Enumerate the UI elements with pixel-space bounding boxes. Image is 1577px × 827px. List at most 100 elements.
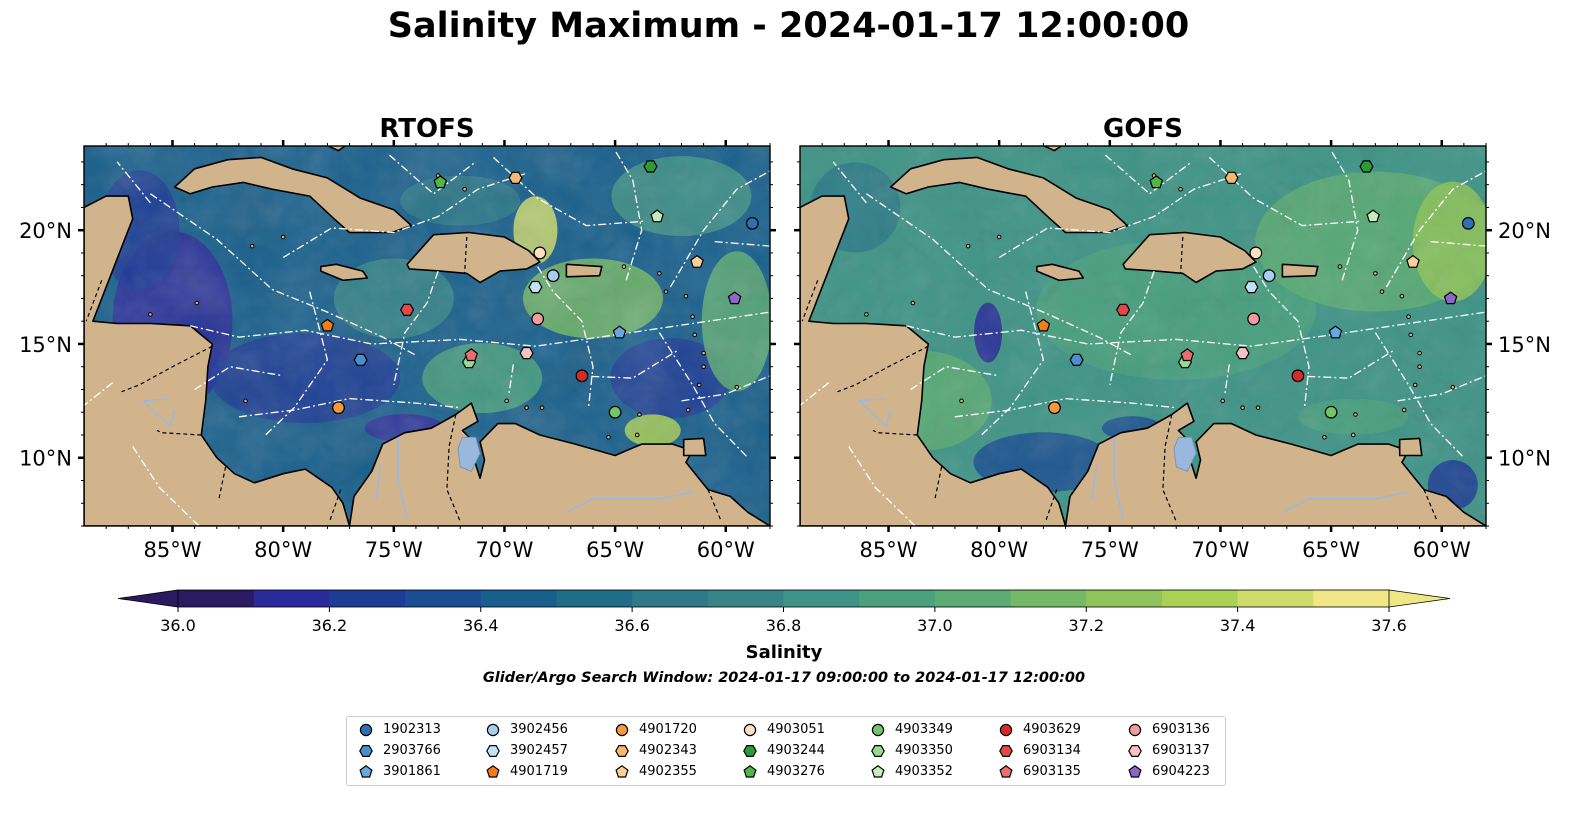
float-marker-3902456 — [546, 269, 560, 283]
colorbar-bin — [934, 590, 1012, 607]
legend-marker-4903276 — [743, 765, 757, 778]
river — [566, 491, 693, 513]
eez-boundary — [800, 382, 830, 406]
lon-tick-label: 65°W — [1302, 538, 1360, 562]
eez-boundary — [848, 446, 916, 526]
eez-boundary — [1291, 350, 1394, 379]
lon-tick-label: 60°W — [697, 538, 755, 562]
lon-tick-label: 75°W — [1081, 538, 1139, 562]
legend-marker-4903244 — [743, 744, 757, 757]
country-border — [464, 236, 468, 274]
legend-marker-hexagon-icon — [486, 744, 500, 757]
country-border — [1045, 489, 1058, 522]
legend-marker-3901861 — [359, 765, 373, 778]
colorbar-bin — [1161, 590, 1239, 607]
small-island — [690, 314, 695, 319]
colorbar-bin — [329, 590, 406, 607]
colorbar-bin — [1010, 590, 1087, 607]
eez-boundary — [954, 397, 1177, 418]
country-border — [1162, 414, 1177, 522]
small-island — [1417, 350, 1422, 356]
eez-boundary — [116, 161, 151, 204]
eez-boundary — [1430, 240, 1486, 247]
small-island — [1373, 271, 1378, 276]
panel-title: RTOFS — [379, 114, 474, 144]
legend-marker-pentagon-icon — [743, 765, 757, 778]
lon-tick-label: 80°W — [970, 538, 1028, 562]
legend-marker-circle-icon — [615, 723, 629, 737]
legend-label: 4903352 — [895, 764, 953, 779]
country-border — [837, 345, 929, 393]
country-border — [707, 489, 722, 522]
float-marker-4903352 — [1366, 209, 1380, 223]
land-trinidad — [682, 437, 707, 457]
land-jamaica — [1036, 263, 1085, 282]
land-jamaica — [319, 263, 369, 282]
small-island — [685, 407, 691, 413]
lon-tick-label: 80°W — [254, 538, 312, 562]
colorbar-bin — [707, 590, 784, 607]
eez-boundary — [575, 350, 678, 379]
land-puertorico — [565, 263, 603, 278]
country-border — [872, 429, 918, 436]
lon-tick-label: 85°W — [144, 538, 202, 562]
small-island — [1412, 382, 1418, 388]
float-marker-3901861 — [612, 325, 627, 339]
colorbar-tick-label: 36.0 — [160, 616, 196, 635]
eez-boundary — [681, 375, 770, 402]
legend-marker-4903350 — [871, 744, 885, 757]
colorbar-bin — [859, 590, 936, 607]
float-marker-4903629 — [575, 369, 589, 383]
lat-tick-label: 10°N — [19, 447, 72, 471]
float-marker-4903244 — [1359, 160, 1374, 173]
small-island — [996, 234, 1002, 240]
float-marker-4903629 — [1291, 369, 1305, 383]
small-island — [621, 264, 627, 269]
legend-marker-6904223 — [1128, 765, 1142, 778]
country-border — [934, 466, 943, 499]
river — [375, 464, 382, 499]
float-marker-4903349 — [1324, 405, 1338, 419]
legend-label: 3902456 — [510, 722, 568, 737]
lake-maracaibo — [1173, 436, 1197, 472]
lon-tick-label: 85°W — [860, 538, 918, 562]
river — [1113, 437, 1124, 520]
colorbar-bin — [1086, 590, 1163, 607]
legend-label: 4903051 — [767, 722, 825, 737]
small-island — [524, 405, 529, 410]
colorbar-bin — [1237, 590, 1314, 607]
small-island — [606, 434, 611, 440]
legend-label: 3902457 — [510, 743, 568, 758]
colorbar-tick-label: 37.0 — [917, 616, 953, 635]
legend-marker-4903349 — [871, 723, 885, 737]
small-island — [1399, 293, 1405, 299]
legend-marker-circle-icon — [1128, 723, 1142, 737]
small-island — [1406, 314, 1411, 319]
legend-label: 4901719 — [510, 764, 568, 779]
float-marker-3902457 — [528, 280, 543, 294]
float-marker-4903276 — [1149, 175, 1164, 189]
colorbar-tick-label: 36.4 — [463, 616, 499, 635]
small-island — [959, 398, 964, 404]
legend-label: 1902313 — [383, 722, 441, 737]
salinity-colorbar: 36.0 36.2 36.4 36.6 36.8 37.0 37.2 37.4 37.6 — [117, 589, 1451, 635]
legend-label: 4901720 — [639, 722, 697, 737]
legend-marker-circle-icon — [486, 723, 500, 737]
search-window-caption: Glider/Argo Search Window: 2024-01-17 09… — [483, 670, 1085, 686]
lat-tick-label: 15°N — [1498, 333, 1551, 357]
float-marker-4903244 — [643, 160, 658, 173]
float-marker-4903276 — [433, 175, 448, 189]
legend-marker-hexagon-icon — [871, 744, 885, 757]
lat-tick-label: 10°N — [1498, 447, 1551, 471]
map-frame — [799, 145, 1487, 527]
eez-boundary — [832, 161, 867, 204]
eez-boundary — [1109, 270, 1155, 386]
float-marker-6904223 — [727, 291, 742, 305]
legend-marker-4901720 — [615, 723, 629, 737]
eez-boundary — [714, 240, 770, 247]
legend-label: 4903350 — [895, 743, 953, 758]
small-island — [280, 234, 286, 240]
small-island — [1450, 384, 1456, 390]
float-marker-6903137 — [519, 346, 534, 360]
